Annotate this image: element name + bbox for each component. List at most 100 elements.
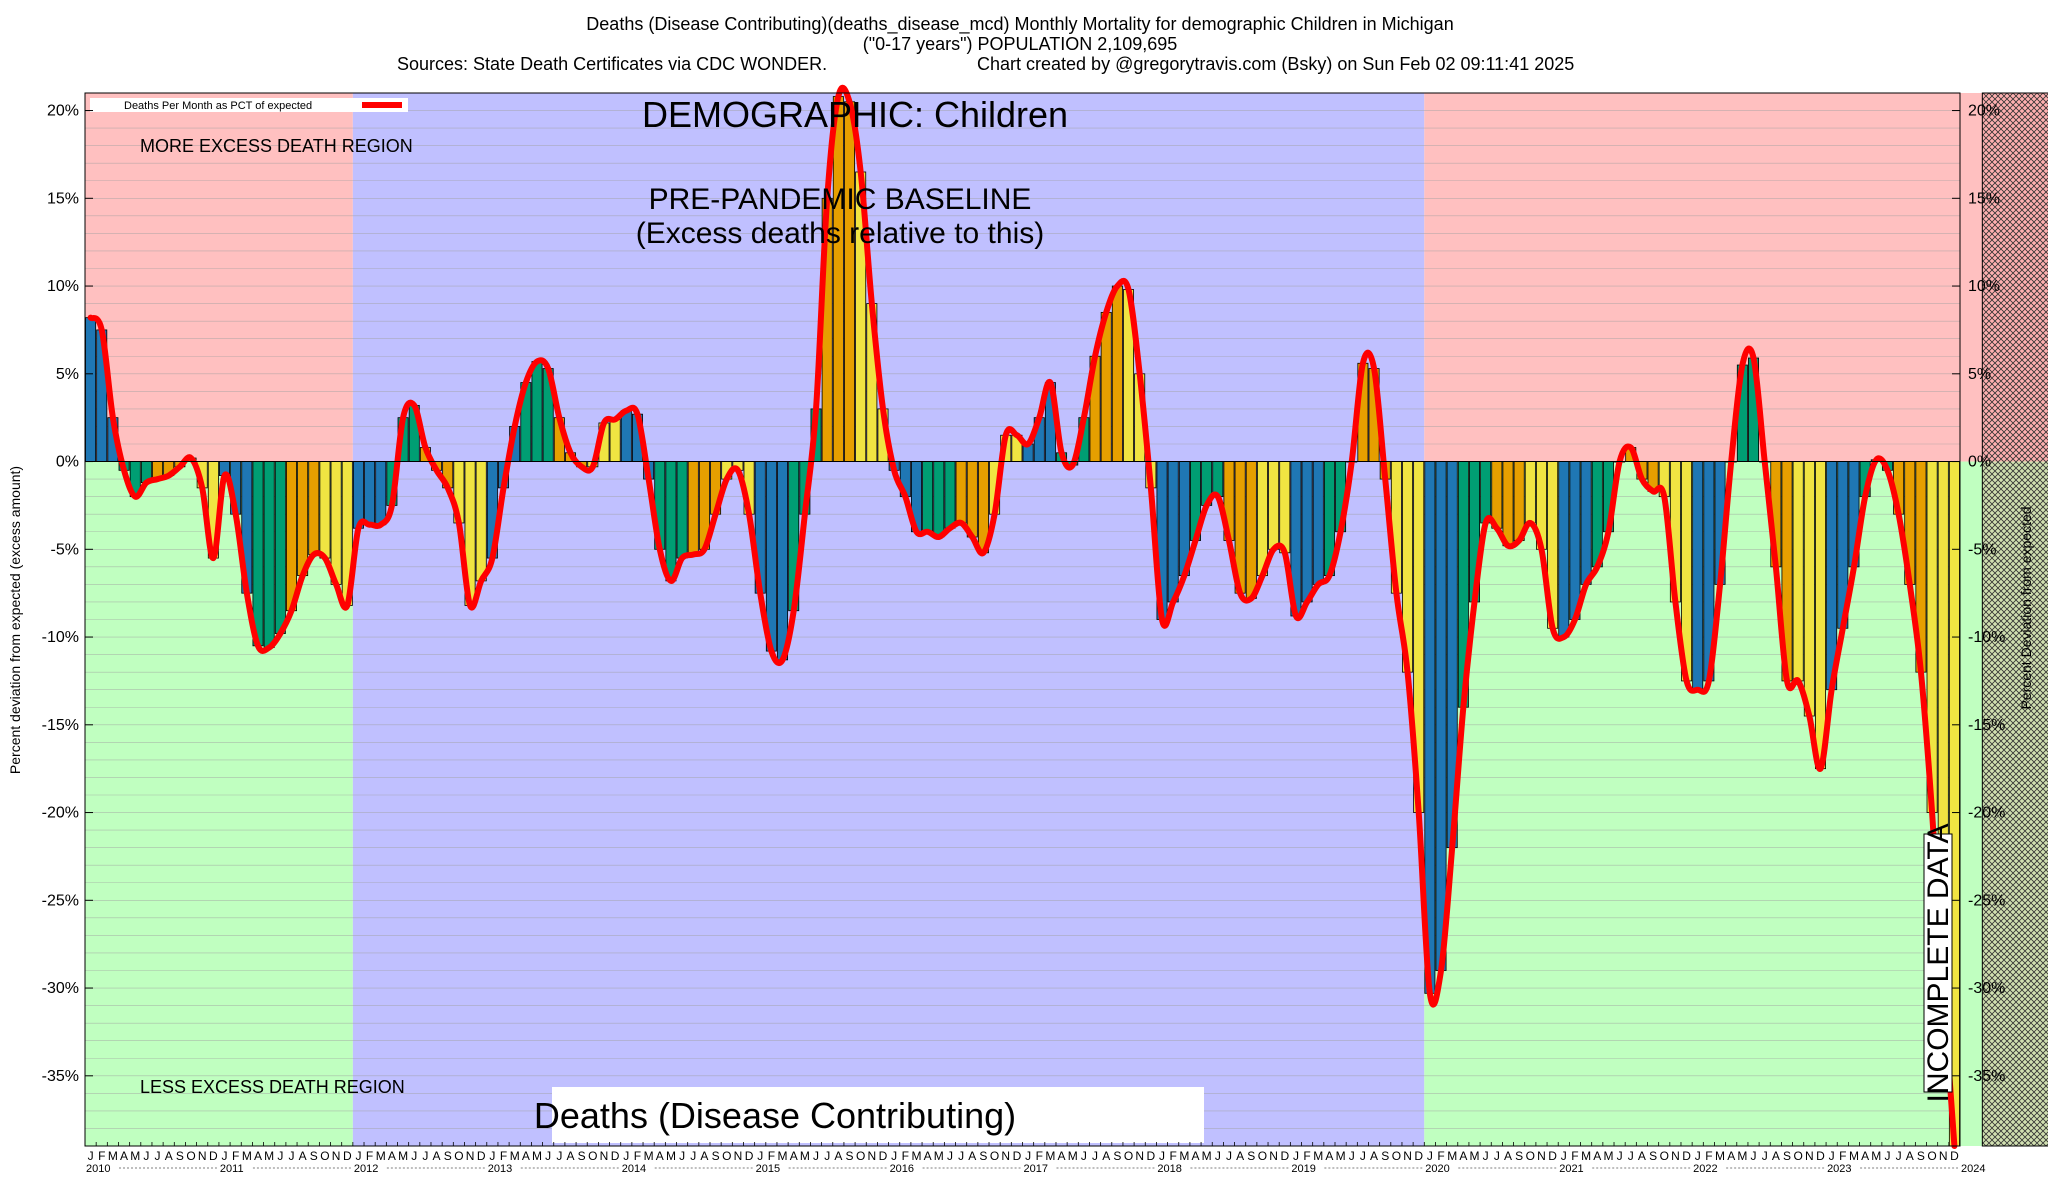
x-tick-month: N bbox=[867, 1149, 876, 1163]
x-tick-year: 2010 bbox=[86, 1163, 110, 1175]
x-tick-month: A bbox=[1191, 1149, 1199, 1163]
bar bbox=[1580, 461, 1592, 585]
x-tick-month: O bbox=[990, 1149, 999, 1163]
x-tick-month: F bbox=[1437, 1149, 1444, 1163]
bar bbox=[777, 461, 789, 661]
x-tick-month: F bbox=[366, 1149, 373, 1163]
x-tick-year: 2013 bbox=[488, 1163, 512, 1175]
x-tick-month: D bbox=[1280, 1149, 1289, 1163]
y-axis-left-ticks: 20% 15% 10% 5% 0% -5% -10% -15% -20% -25% -30% -35% bbox=[42, 103, 93, 1085]
x-tick-month: J bbox=[679, 1149, 685, 1163]
x-tick-month: M bbox=[1179, 1149, 1189, 1163]
x-tick-month: A bbox=[388, 1149, 396, 1163]
x-tick-year: 2017 bbox=[1024, 1163, 1048, 1175]
y-tick-label-right: -25% bbox=[1968, 892, 2005, 909]
x-tick-month: D bbox=[745, 1149, 754, 1163]
y-tick-label-right: -5% bbox=[1968, 541, 1996, 558]
bar bbox=[308, 461, 320, 555]
x-tick-month: A bbox=[1861, 1149, 1869, 1163]
x-tick-month: D bbox=[343, 1149, 352, 1163]
x-tick-month: J bbox=[1025, 1149, 1031, 1163]
x-tick-month: M bbox=[1068, 1149, 1078, 1163]
x-tick-month: S bbox=[712, 1149, 720, 1163]
x-tick-month: J bbox=[545, 1149, 551, 1163]
bar bbox=[1692, 461, 1704, 691]
bar bbox=[297, 461, 309, 577]
y-axis-label-right: Percent Deviation from expected bbox=[2018, 506, 2034, 709]
x-tick-month: D bbox=[477, 1149, 486, 1163]
x-tick-month: S bbox=[1515, 1149, 1523, 1163]
x-tick-month: J bbox=[623, 1149, 629, 1163]
y-tick-label-right: -10% bbox=[1968, 629, 2005, 646]
bar bbox=[1279, 461, 1291, 554]
x-tick-month: N bbox=[1805, 1149, 1814, 1163]
x-tick-month: F bbox=[1705, 1149, 1712, 1163]
x-tick-month: J bbox=[155, 1149, 161, 1163]
x-tick-month: A bbox=[1772, 1149, 1780, 1163]
bar bbox=[832, 96, 844, 462]
x-tick-month: D bbox=[209, 1149, 218, 1163]
x-tick-month: A bbox=[254, 1149, 262, 1163]
bar bbox=[844, 101, 855, 462]
bar bbox=[1111, 285, 1123, 462]
x-tick-year: 2023 bbox=[1827, 1163, 1851, 1175]
bar bbox=[274, 461, 286, 634]
x-tick-month: D bbox=[1950, 1149, 1959, 1163]
x-tick-month: O bbox=[1526, 1149, 1535, 1163]
bar bbox=[1268, 461, 1280, 550]
x-tick-month: J bbox=[1617, 1149, 1623, 1163]
x-tick-month: A bbox=[1504, 1149, 1512, 1163]
x-tick-month: J bbox=[813, 1149, 819, 1163]
bar bbox=[285, 461, 297, 612]
x-tick-month: M bbox=[666, 1149, 676, 1163]
y-tick-label-left: 5% bbox=[56, 366, 79, 383]
x-tick-month: J bbox=[1561, 1149, 1567, 1163]
y-tick-label-right: 0% bbox=[1968, 454, 1991, 471]
incomplete-region bbox=[1981, 92, 2048, 1147]
x-tick-month: A bbox=[1325, 1149, 1333, 1163]
x-tick-month: S bbox=[979, 1149, 987, 1163]
x-tick-month: M bbox=[398, 1149, 408, 1163]
y-tick-label-right: 10% bbox=[1968, 278, 2000, 295]
x-tick-month: A bbox=[656, 1149, 664, 1163]
x-tick-month: S bbox=[310, 1149, 318, 1163]
bar bbox=[1803, 461, 1815, 717]
x-tick-month: D bbox=[1682, 1149, 1691, 1163]
x-tick-month: M bbox=[911, 1149, 921, 1163]
x-tick-month: J bbox=[690, 1149, 696, 1163]
x-tick-month: J bbox=[757, 1149, 763, 1163]
annotation-incomplete: INCOMPLETE DATA bbox=[1922, 824, 1955, 1103]
bar bbox=[475, 461, 487, 582]
chart-source: Sources: State Death Certificates via CD… bbox=[397, 54, 827, 74]
x-tick-month: J bbox=[1494, 1149, 1500, 1163]
annotation-baseline-1: PRE-PANDEMIC BASELINE bbox=[649, 183, 1032, 216]
chart-subtitle: ("0-17 years") POPULATION 2,109,695 bbox=[863, 34, 1178, 54]
x-tick-month: A bbox=[1906, 1149, 1914, 1163]
x-tick-month: A bbox=[700, 1149, 708, 1163]
x-tick-month: F bbox=[98, 1149, 105, 1163]
x-tick-month: J bbox=[958, 1149, 964, 1163]
x-tick-month: M bbox=[1849, 1149, 1859, 1163]
x-tick-month: O bbox=[1258, 1149, 1267, 1163]
x-tick-month: O bbox=[1793, 1149, 1802, 1163]
incomplete-label-box bbox=[1923, 833, 1953, 1093]
x-tick-month: N bbox=[198, 1149, 207, 1163]
x-tick-month: N bbox=[1537, 1149, 1546, 1163]
x-tick-month: O bbox=[1392, 1149, 1401, 1163]
bar bbox=[330, 461, 342, 585]
x-tick-month: N bbox=[1939, 1149, 1948, 1163]
annotation-baseline-2: (Excess deaths relative to this) bbox=[636, 217, 1045, 250]
x-tick-month: F bbox=[1169, 1149, 1176, 1163]
bar bbox=[375, 461, 387, 526]
x-tick-month: M bbox=[130, 1149, 140, 1163]
bar bbox=[966, 461, 978, 538]
x-tick-month: A bbox=[566, 1149, 574, 1163]
x-tick-month: O bbox=[1660, 1149, 1669, 1163]
x-tick-month: N bbox=[1001, 1149, 1010, 1163]
x-tick-month: S bbox=[1783, 1149, 1791, 1163]
x-tick-month: J bbox=[1293, 1149, 1299, 1163]
x-tick-month: J bbox=[1427, 1149, 1433, 1163]
x-tick-month: S bbox=[1649, 1149, 1657, 1163]
x-tick-month: O bbox=[186, 1149, 195, 1163]
